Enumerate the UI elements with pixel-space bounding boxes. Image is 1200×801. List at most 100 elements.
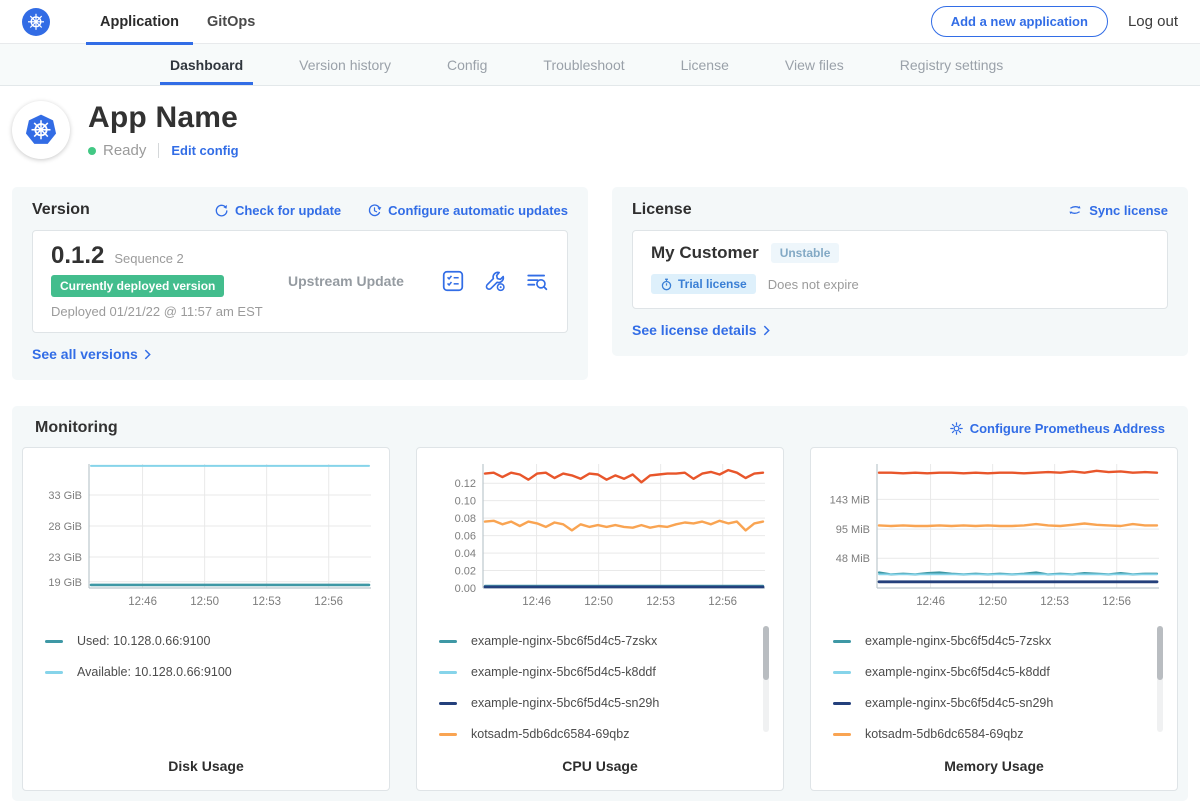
chart-title: Disk Usage bbox=[35, 758, 377, 780]
version-sequence: Sequence 2 bbox=[114, 251, 183, 266]
subnav-item-license[interactable]: License bbox=[681, 44, 729, 85]
app-header: App Name Ready Edit config bbox=[0, 86, 1200, 172]
logout-link[interactable]: Log out bbox=[1128, 13, 1178, 30]
svg-text:12:50: 12:50 bbox=[584, 596, 613, 608]
license-card-title: License bbox=[632, 201, 692, 219]
license-expiry: Does not expire bbox=[768, 277, 859, 292]
legend-label: example-nginx-5bc6f5d4c5-k8ddf bbox=[865, 665, 1050, 679]
svg-text:12:56: 12:56 bbox=[708, 596, 737, 608]
legend-item: example-nginx-5bc6f5d4c5-sn29h bbox=[439, 696, 767, 710]
svg-text:0.12: 0.12 bbox=[455, 478, 476, 490]
sync-license-link[interactable]: Sync license bbox=[1067, 202, 1168, 218]
legend-label: kotsadm-5db6dc6584-69qbz bbox=[865, 727, 1023, 741]
legend-label: Used: 10.128.0.66:9100 bbox=[77, 634, 210, 648]
add-application-button[interactable]: Add a new application bbox=[931, 6, 1108, 37]
svg-text:12:53: 12:53 bbox=[646, 596, 675, 608]
legend-label: kotsadm-5db6dc6584-69qbz bbox=[471, 727, 629, 741]
sync-arrows-icon bbox=[1067, 202, 1083, 218]
config-wrench-icon[interactable] bbox=[483, 269, 507, 293]
subnav-item-dashboard[interactable]: Dashboard bbox=[170, 44, 243, 85]
legend-item: kotsadm-5db6dc6584-69qbz bbox=[439, 727, 767, 741]
legend-scrollbar-track[interactable] bbox=[1157, 626, 1163, 732]
legend-label: example-nginx-5bc6f5d4c5-7zskx bbox=[471, 634, 657, 648]
subnav-item-registry-settings[interactable]: Registry settings bbox=[900, 44, 1003, 85]
legend-item: Used: 10.128.0.66:9100 bbox=[45, 634, 373, 648]
refresh-icon bbox=[214, 203, 229, 218]
legend-item: kotsadm-5db6dc6584-69qbz bbox=[833, 727, 1161, 741]
topnav-tab-application[interactable]: Application bbox=[86, 0, 193, 44]
chart-title: CPU Usage bbox=[429, 758, 771, 780]
legend-item: example-nginx-5bc6f5d4c5-7zskx bbox=[833, 634, 1161, 648]
stopwatch-icon bbox=[660, 278, 673, 291]
configure-prometheus-link[interactable]: Configure Prometheus Address bbox=[949, 421, 1165, 436]
svg-text:0.04: 0.04 bbox=[455, 548, 476, 560]
svg-text:0.10: 0.10 bbox=[455, 496, 476, 508]
legend-label: example-nginx-5bc6f5d4c5-sn29h bbox=[865, 696, 1053, 710]
chart-plot-cpu-usage: 12:46 12:50 12:53 12:56 0.00 0.02 0.04 0.06 0.08… bbox=[429, 456, 769, 618]
top-navbar: ApplicationGitOps Add a new application … bbox=[0, 0, 1200, 44]
schedule-update-icon bbox=[367, 203, 382, 218]
chart-card-memory-usage: 12:4612:5012:5312:5648 MiB95 MiB143 MiBe… bbox=[810, 447, 1178, 791]
chart-card-disk-usage: 12:4612:5012:5312:5619 GiB23 GiB28 GiB33… bbox=[22, 447, 390, 791]
svg-text:12:50: 12:50 bbox=[978, 596, 1007, 608]
svg-text:12:46: 12:46 bbox=[916, 596, 945, 608]
svg-text:12:53: 12:53 bbox=[1040, 596, 1069, 608]
charts-row: 12:4612:5012:5312:5619 GiB23 GiB28 GiB33… bbox=[22, 447, 1178, 791]
legend-dash-icon bbox=[45, 671, 63, 674]
configure-automatic-updates-link[interactable]: Configure automatic updates bbox=[367, 203, 568, 218]
chevron-right-icon bbox=[144, 349, 151, 360]
subnav-item-config[interactable]: Config bbox=[447, 44, 487, 85]
kubernetes-logo-icon[interactable] bbox=[22, 8, 50, 36]
chart-plot-memory-usage: 12:4612:5012:5312:5648 MiB95 MiB143 MiB bbox=[823, 456, 1163, 618]
legend-dash-icon bbox=[833, 671, 851, 674]
chart-card-cpu-usage: 12:46 12:50 12:53 12:56 0.00 0.02 0.04 0.06 0.08… bbox=[416, 447, 784, 791]
legend-dash-icon bbox=[833, 640, 851, 643]
page-title: App Name bbox=[88, 101, 239, 135]
chart-legend-memory-usage: example-nginx-5bc6f5d4c5-7zskx example-ng… bbox=[823, 618, 1165, 758]
svg-text:12:53: 12:53 bbox=[252, 596, 281, 608]
legend-dash-icon bbox=[439, 733, 457, 736]
monitoring-section: Monitoring Configure Prometheus Address … bbox=[12, 406, 1188, 801]
status-dot-icon bbox=[88, 147, 96, 155]
subnav-item-view-files[interactable]: View files bbox=[785, 44, 844, 85]
customer-name: My Customer bbox=[651, 243, 759, 263]
chart-title: Memory Usage bbox=[823, 758, 1165, 780]
svg-text:12:46: 12:46 bbox=[128, 596, 157, 608]
svg-text:0.06: 0.06 bbox=[455, 531, 476, 543]
svg-text:12:50: 12:50 bbox=[190, 596, 219, 608]
subnav-item-troubleshoot[interactable]: Troubleshoot bbox=[543, 44, 624, 85]
legend-item: Available: 10.128.0.66:9100 bbox=[45, 665, 373, 679]
edit-config-link[interactable]: Edit config bbox=[171, 143, 238, 158]
check-for-update-link[interactable]: Check for update bbox=[214, 203, 341, 218]
legend-scrollbar-thumb[interactable] bbox=[763, 626, 769, 680]
see-all-versions-link[interactable]: See all versions bbox=[32, 346, 151, 362]
app-subnav: Dashboard Version history Config Troublesho… bbox=[0, 44, 1200, 86]
version-card: Version Check for update Configure au bbox=[12, 187, 588, 380]
legend-dash-icon bbox=[45, 640, 63, 643]
cards-row: Version Check for update Configure au bbox=[0, 172, 1200, 380]
topnav-tab-gitops[interactable]: GitOps bbox=[193, 0, 269, 44]
legend-scrollbar-track[interactable] bbox=[763, 626, 769, 732]
legend-label: Available: 10.128.0.66:9100 bbox=[77, 665, 232, 679]
legend-label: example-nginx-5bc6f5d4c5-sn29h bbox=[471, 696, 659, 710]
preflight-checks-icon[interactable] bbox=[441, 269, 465, 293]
legend-scrollbar-thumb[interactable] bbox=[1157, 626, 1163, 680]
legend-label: example-nginx-5bc6f5d4c5-7zskx bbox=[865, 634, 1051, 648]
svg-text:0.08: 0.08 bbox=[455, 513, 476, 525]
subnav-item-version-history[interactable]: Version history bbox=[299, 44, 391, 85]
channel-badge: Unstable bbox=[771, 243, 840, 263]
view-diff-icon[interactable] bbox=[525, 269, 549, 293]
svg-text:12:56: 12:56 bbox=[1102, 596, 1131, 608]
svg-text:33 GiB: 33 GiB bbox=[48, 490, 82, 502]
see-license-details-link[interactable]: See license details bbox=[632, 322, 770, 338]
license-type-badge: Trial license bbox=[651, 274, 756, 294]
svg-text:0.02: 0.02 bbox=[455, 566, 476, 578]
gear-icon bbox=[949, 421, 964, 436]
svg-text:0.00: 0.00 bbox=[455, 583, 476, 595]
upstream-update-label: Upstream Update bbox=[276, 273, 441, 289]
svg-text:12:56: 12:56 bbox=[314, 596, 343, 608]
legend-dash-icon bbox=[439, 640, 457, 643]
divider bbox=[158, 143, 159, 158]
deployed-timestamp: Deployed 01/21/22 @ 11:57 am EST bbox=[51, 304, 276, 319]
svg-text:12:46: 12:46 bbox=[522, 596, 551, 608]
